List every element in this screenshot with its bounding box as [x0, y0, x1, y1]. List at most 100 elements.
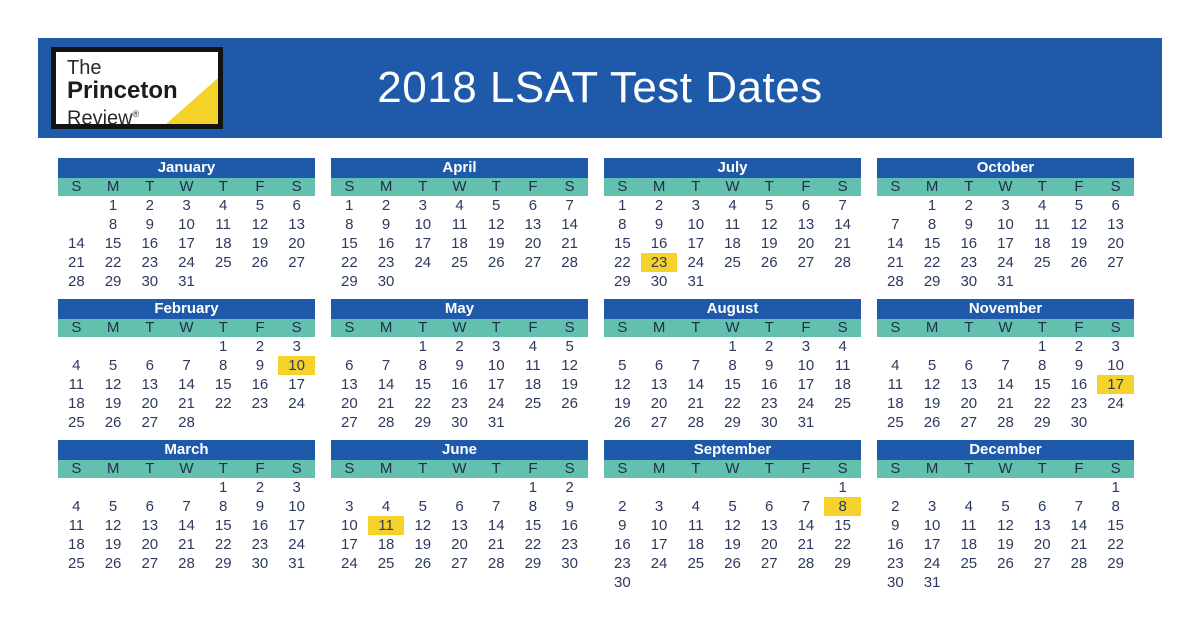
date-cell: 17: [997, 235, 1014, 252]
date-cell-empty: [714, 573, 751, 592]
date-cell: 18: [68, 395, 85, 412]
date-cell: 17: [178, 235, 195, 252]
date-cell: 28: [178, 555, 195, 572]
weekday-label: T: [491, 319, 501, 336]
date-cell: 23: [887, 555, 904, 572]
date-cell: 30: [960, 273, 978, 290]
date-cell: 26: [1070, 254, 1088, 271]
weekday-label: T: [691, 319, 701, 336]
date-cell: 19: [414, 536, 432, 553]
date-cell: 27: [760, 555, 778, 572]
month-header: August: [604, 299, 861, 319]
date-cell: 4: [72, 498, 81, 515]
weekday-label: M: [379, 460, 393, 477]
date-cell: 14: [487, 517, 505, 534]
date-cell: 4: [455, 197, 464, 214]
date-cell: 31: [288, 555, 305, 572]
date-cell: 2: [765, 338, 774, 355]
date-cell: 7: [1074, 498, 1084, 515]
week-row: 16 17 18 19 20 21 22: [877, 535, 1134, 554]
date-cell: 1: [1038, 338, 1047, 355]
test-date-highlight: 23: [640, 253, 678, 272]
date-cell-empty: [242, 413, 279, 432]
date-cell: 28: [561, 254, 578, 271]
weekday-label: S: [344, 319, 355, 336]
date-cell-empty: [58, 196, 95, 215]
date-cell: 30: [141, 273, 159, 290]
week-row: 30: [604, 573, 861, 592]
date-cell: 29: [1107, 555, 1124, 572]
date-cell: 15: [724, 376, 741, 393]
date-cell: 18: [377, 536, 395, 553]
date-cell: 9: [565, 498, 574, 515]
weekday-label: T: [964, 178, 974, 195]
date-cell: 31: [923, 574, 941, 591]
date-cell: 3: [292, 338, 301, 355]
date-cell: 29: [724, 414, 741, 431]
date-cell: 10: [687, 216, 705, 233]
month-header: March: [58, 440, 315, 460]
date-cell: 27: [141, 414, 159, 431]
date-cell: 9: [654, 216, 664, 233]
date-cell: 14: [68, 235, 85, 252]
date-cell: 16: [650, 235, 668, 252]
date-cell: 10: [178, 216, 195, 233]
date-cell: 23: [141, 254, 159, 271]
date-cell-empty: [950, 337, 987, 356]
date-cell: 30: [251, 555, 269, 572]
date-cell: 30: [614, 574, 631, 591]
date-cell: 5: [492, 197, 501, 214]
date-cell: 4: [72, 357, 81, 374]
date-cell: 23: [561, 536, 578, 553]
date-cell: 8: [345, 216, 354, 233]
date-cell: 28: [797, 555, 815, 572]
date-cell: 7: [801, 498, 811, 515]
date-cell: 25: [68, 555, 85, 572]
date-cell: 9: [145, 216, 154, 233]
date-cell: 15: [834, 517, 851, 534]
date-cell: 24: [341, 555, 358, 572]
date-cell-empty: [824, 573, 861, 592]
date-cell: 9: [765, 357, 774, 374]
week-row: 1 2 3 4 5 6: [58, 196, 315, 215]
date-cell: 20: [650, 395, 668, 412]
test-date-highlight: 17: [1097, 375, 1134, 394]
week-row: 1 2 3 4 5: [331, 337, 588, 356]
date-cell: 31: [797, 414, 815, 431]
date-cell: 24: [178, 254, 195, 271]
date-cell: 30: [561, 555, 578, 572]
date-cell: 25: [1033, 254, 1051, 271]
date-cell-empty: [131, 337, 168, 356]
date-cell: 7: [492, 498, 501, 515]
weekday-label: S: [1110, 460, 1121, 477]
date-cell: 18: [214, 235, 232, 252]
date-cell: 16: [451, 376, 468, 393]
date-cell-empty: [604, 478, 641, 497]
date-cell: 24: [288, 536, 305, 553]
weekday-label: S: [890, 178, 901, 195]
weekday-label: T: [491, 178, 501, 195]
date-cell: 21: [797, 536, 815, 553]
date-cell: 15: [1033, 376, 1051, 393]
week-row: 28 29 30 31: [877, 272, 1134, 291]
date-cell-empty: [877, 478, 914, 497]
weekday-label: T: [218, 319, 228, 336]
date-cell: 18: [68, 536, 85, 553]
month-header: July: [604, 158, 861, 178]
date-cell: 2: [381, 197, 391, 214]
weekday-label: M: [106, 460, 120, 477]
date-cell: 16: [141, 235, 159, 252]
month-name: September: [693, 441, 772, 458]
date-cell-empty: [1097, 272, 1134, 291]
week-row: 1 2 3: [58, 337, 315, 356]
weekday-label: F: [1074, 319, 1084, 336]
date-cell: 30: [377, 273, 395, 290]
date-cell-empty: [404, 478, 441, 497]
date-cell: 8: [219, 357, 228, 374]
date-cell: 3: [654, 498, 664, 515]
date-cell: 6: [1038, 498, 1047, 515]
date-cell: 12: [1070, 216, 1088, 233]
